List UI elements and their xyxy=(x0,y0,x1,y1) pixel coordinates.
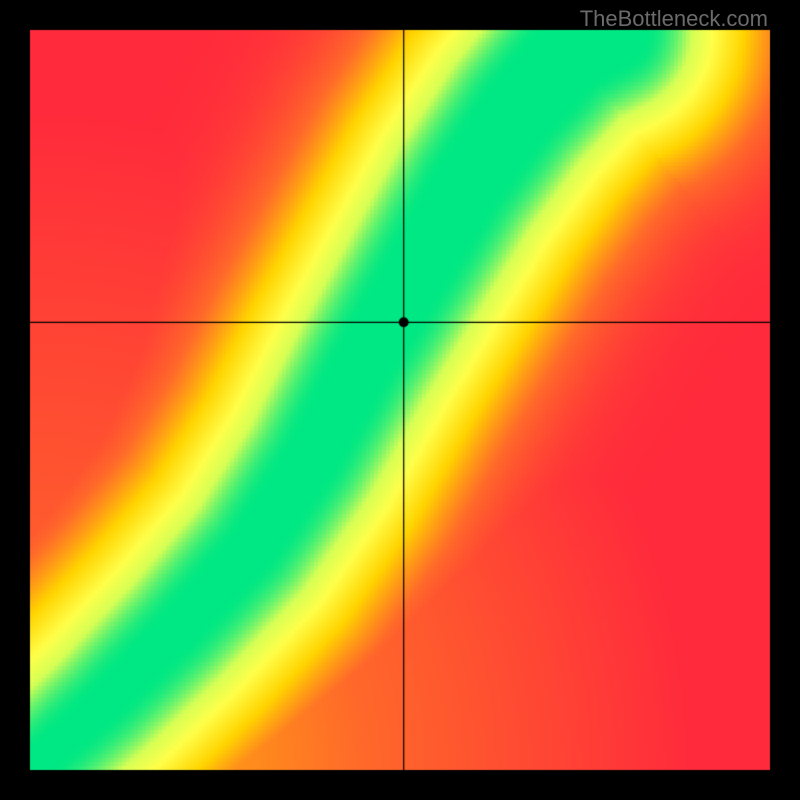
bottleneck-heatmap-canvas xyxy=(0,0,800,800)
watermark-text: TheBottleneck.com xyxy=(580,6,768,32)
chart-container: TheBottleneck.com xyxy=(0,0,800,800)
